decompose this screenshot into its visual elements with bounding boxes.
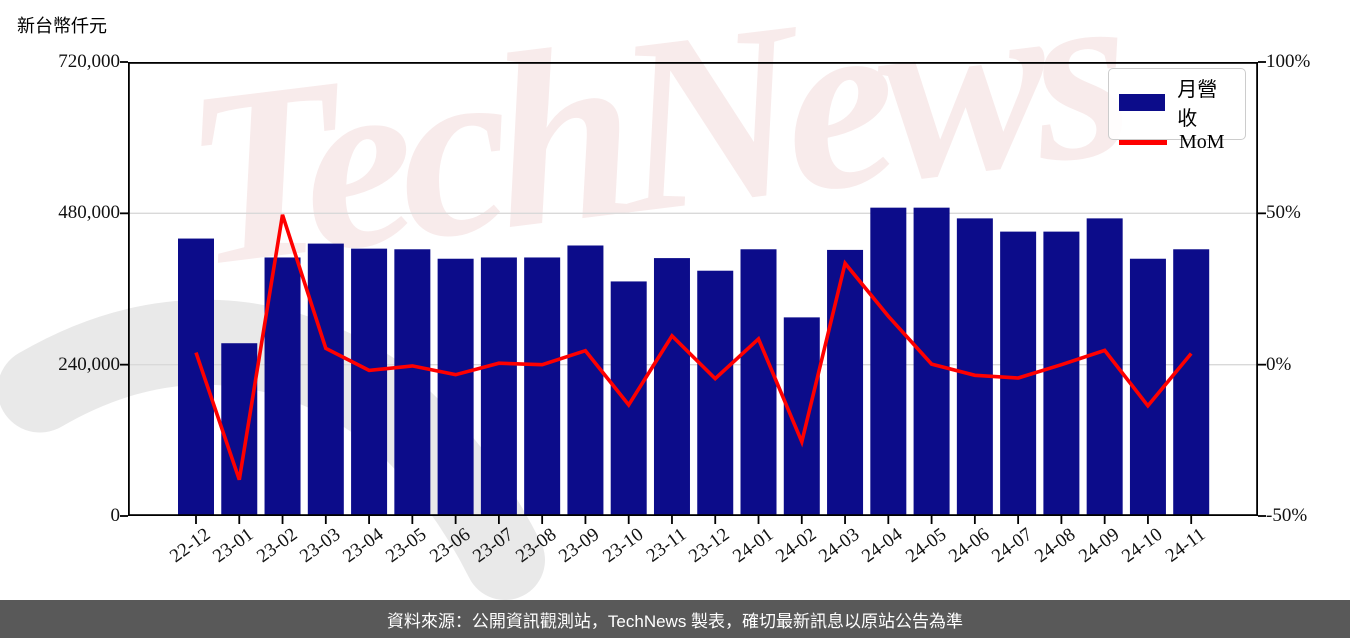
y-axis-left-tick-label: 720,000 — [58, 51, 120, 72]
footer-bar: 資料來源：公開資訊觀測站，TechNews 製表，確切最新訊息以原站公告為準 — [0, 600, 1350, 638]
revenue-bar — [610, 281, 647, 516]
revenue-bar — [1043, 231, 1080, 516]
revenue-bar — [740, 249, 777, 516]
x-axis-tick-label: 23-07 — [469, 524, 518, 568]
x-axis-tick-label: 23-01 — [209, 524, 258, 568]
x-axis-tick-label: 24-05 — [901, 524, 950, 568]
legend-bar-label: 月營收 — [1177, 79, 1218, 130]
y-axis-right-tick-label: 100% — [1266, 51, 1311, 72]
revenue-bar — [653, 258, 690, 516]
x-axis-tick-label: 23-02 — [252, 524, 301, 568]
revenue-bar — [351, 248, 388, 516]
x-axis-tick-label: 24-03 — [815, 524, 864, 568]
legend-bar-swatch-icon — [1119, 93, 1166, 111]
mom-line — [194, 214, 1193, 481]
revenue-bar — [1129, 258, 1166, 516]
x-axis-tick-label: 24-06 — [944, 524, 994, 568]
x-axis-tick-label: 23-03 — [295, 524, 345, 568]
x-axis-tick-label: 23-10 — [598, 524, 648, 568]
revenue-bar — [567, 245, 604, 516]
x-axis-tick-label: 24-10 — [1118, 524, 1167, 568]
y-axis-right-tick-label: -50% — [1266, 505, 1308, 526]
revenue-bar — [394, 249, 431, 516]
revenue-bar — [480, 257, 517, 516]
y-axis-right: 100% 50% 0% -50% — [1266, 51, 1346, 526]
legend-row-revenue: 月營收 — [1119, 73, 1235, 131]
x-axis-tick-label: 23-06 — [425, 524, 474, 568]
x-axis-tick-label: 24-02 — [771, 524, 821, 568]
y-axis-right-tick-label: 0% — [1266, 353, 1292, 375]
footer-text: 資料來源：公開資訊觀測站，TechNews 製表，確切最新訊息以原站公告為準 — [386, 611, 964, 631]
x-axis-tick-label: 24-01 — [728, 524, 777, 568]
y-axis-left-tick-label: 240,000 — [58, 353, 120, 375]
x-axis-tick-label: 24-09 — [1074, 524, 1123, 568]
revenue-bar — [870, 207, 907, 517]
legend: 月營收 MoM — [1108, 68, 1246, 153]
legend-line-swatch-icon — [1119, 140, 1167, 145]
x-axis-tick-label: 24-07 — [988, 524, 1037, 568]
revenue-bar — [178, 238, 214, 517]
y-axis-left: 720,000 480,000 240,000 0 — [0, 51, 120, 526]
revenue-bar — [1173, 249, 1210, 516]
revenue-bar — [437, 258, 474, 516]
revenue-bar — [827, 249, 864, 516]
x-axis-tick-label: 24-04 — [858, 524, 907, 568]
x-axis-tick-label: 24-11 — [1161, 524, 1210, 567]
x-axis-tick-label: 24-08 — [1031, 524, 1080, 568]
revenue-bar — [956, 218, 993, 516]
x-axis: 22-12 23-01 23-02 23-03 23-04 23-05 23-06 23-07… — [128, 516, 1258, 596]
revenue-bar — [221, 343, 258, 516]
x-axis-tick-label: 23-11 — [642, 524, 691, 567]
revenue-bar — [697, 270, 734, 516]
x-axis-tick-label: 23-12 — [685, 524, 734, 568]
revenue-bar — [783, 317, 820, 516]
x-axis-tick-label: 23-09 — [555, 524, 604, 568]
left-axis-title: 新台幣仟元 — [17, 16, 107, 36]
legend-row-mom: MoM — [1119, 131, 1235, 154]
revenue-bar — [307, 243, 344, 516]
x-axis-tick-label: 22-12 — [166, 524, 215, 568]
x-axis-tick-label: 23-05 — [382, 524, 431, 568]
y-axis-left-tick-label: 0 — [110, 505, 121, 526]
x-axis-tick-label: 23-08 — [512, 524, 561, 568]
revenue-bar — [264, 257, 301, 516]
legend-line-label: MoM — [1179, 131, 1225, 153]
y-axis-right-tick-label: 50% — [1266, 202, 1301, 224]
x-axis-tick-label: 23-04 — [339, 524, 388, 568]
revenue-bar — [524, 257, 561, 516]
y-axis-left-tick-label: 480,000 — [58, 202, 120, 224]
plot-area — [120, 61, 1266, 524]
